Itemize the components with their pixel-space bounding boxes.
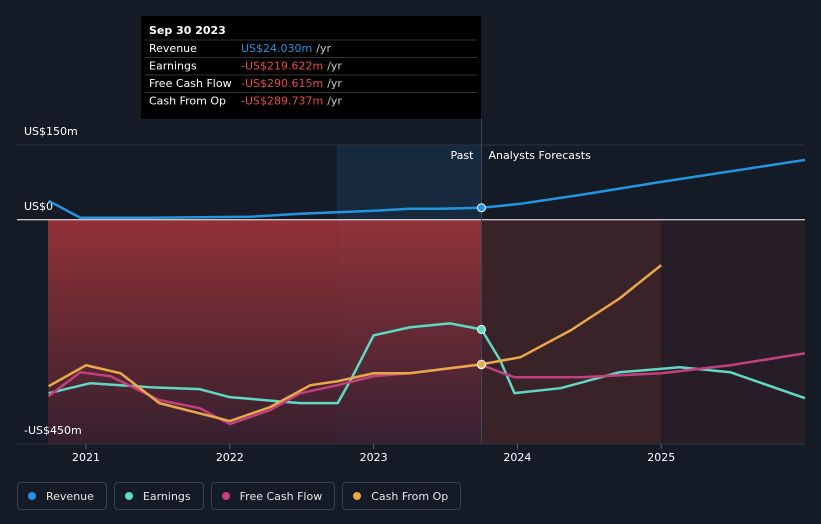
x-tick-label: 2023 [360,451,388,464]
legend-swatch [28,492,36,500]
tooltip-unit: /yr [327,60,342,73]
tooltip-label: Revenue [149,42,197,55]
legend-label: Free Cash Flow [239,489,323,503]
series-line [47,352,806,426]
tooltip-label: Earnings [149,60,197,73]
tooltip-unit: /yr [316,42,331,55]
legend-item[interactable]: Cash From Op [342,482,462,510]
legend-swatch [124,492,133,500]
tooltip-value-number: -US$290.615m [241,77,323,90]
x-tick-label: 2022 [216,451,244,464]
point-marker [476,203,486,213]
legend: Revenue Earnings Free Cash Flow Cash From O… [17,482,462,510]
legend-label: Earnings [142,489,191,503]
legend-label: Cash From Op [371,489,449,503]
legend-item[interactable]: Revenue [17,482,107,510]
legend-item[interactable]: Free Cash Flow [210,482,336,510]
tooltip-value-number: US$24.030m [241,42,312,55]
loss-area-forecast [661,220,805,444]
legend-item[interactable]: Earnings [113,482,204,510]
loss-area-forecast [481,220,661,444]
point-marker [476,324,486,334]
legend-swatch [221,492,230,500]
tooltip-value: -US$219.622m/yr [241,60,342,73]
tooltip-value-number: -US$219.622m [241,60,323,73]
tooltip-box [141,16,481,119]
y-tick-label: US$150m [24,125,78,138]
tooltip-value: US$24.030m/yr [241,42,331,55]
series-line [48,158,806,220]
tooltip-date: Sep 30 2023 [149,24,226,37]
past-label: Past [451,149,475,162]
loss-area [48,220,481,444]
point-marker [476,359,486,369]
y-tick-label: -US$450m [24,424,82,437]
tooltip-value: -US$289.737m/yr [241,95,342,108]
tooltip-unit: /yr [327,77,342,90]
tooltip-value-number: -US$289.737m [241,95,323,108]
x-tick-label: 2025 [647,451,675,464]
legend-label: Revenue [46,489,94,503]
tooltip-label: Free Cash Flow [149,77,232,90]
legend-swatch [353,492,362,500]
tooltip-value: -US$290.615m/yr [241,77,342,90]
forecast-label: Analysts Forecasts [488,149,591,162]
tooltip-label: Cash From Op [149,95,226,108]
y-tick-label: US$0 [24,200,53,213]
series-line [48,264,662,423]
x-tick-label: 2024 [503,451,531,464]
x-tick-label: 2021 [72,451,100,464]
tooltip-unit: /yr [327,95,342,108]
series-line [48,322,806,405]
